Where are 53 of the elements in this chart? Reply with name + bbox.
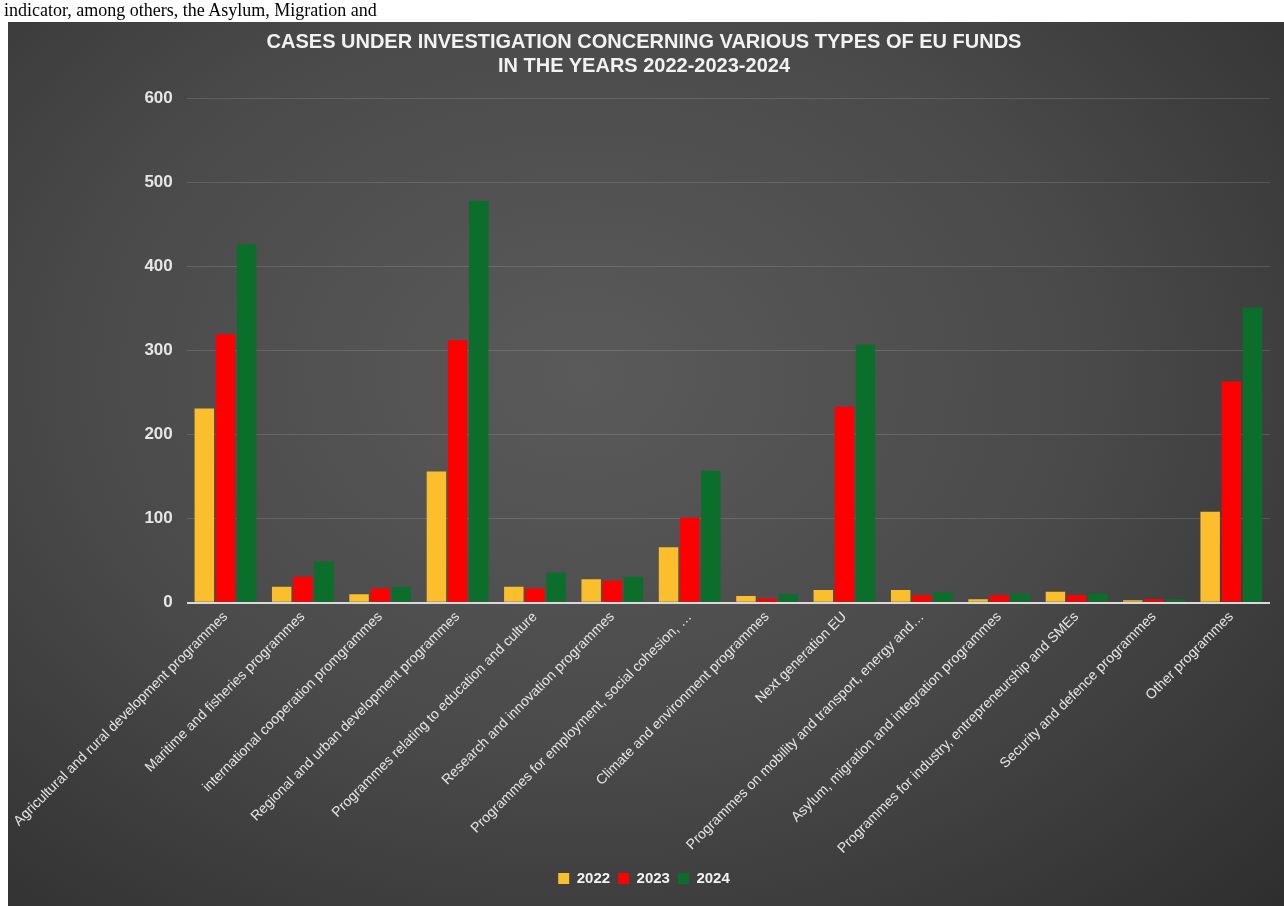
legend-label: 2024 [696, 868, 731, 886]
bar [215, 334, 236, 602]
bar [834, 406, 855, 602]
bar [736, 595, 756, 602]
bar [778, 594, 798, 602]
bar [1010, 593, 1031, 602]
bar [1242, 307, 1263, 602]
bar [370, 588, 390, 602]
bar [855, 344, 876, 602]
bar [447, 340, 468, 602]
legend-label: 2023 [636, 868, 670, 886]
bar [933, 592, 953, 602]
y-tick-label: 500 [144, 171, 173, 191]
bar [1066, 595, 1087, 602]
bar [349, 594, 369, 602]
bar [194, 408, 215, 602]
bar [314, 561, 334, 602]
bar [546, 572, 566, 602]
bar [581, 579, 601, 602]
bar [968, 599, 988, 602]
y-tick-label: 300 [144, 340, 173, 360]
bar [912, 595, 932, 602]
bar [293, 576, 313, 602]
legend-label: 2022 [576, 868, 611, 886]
bar [757, 598, 777, 602]
y-tick-label: 600 [144, 87, 173, 107]
bar [1144, 599, 1164, 602]
text: indicator, among others, the Asylum, Migration and [4, 0, 377, 20]
bar [813, 590, 834, 602]
bar [1200, 511, 1220, 602]
bar [525, 588, 545, 602]
y-tick-label: 400 [144, 255, 173, 275]
bar [890, 590, 911, 602]
bar [391, 586, 412, 602]
chart-title: CASES UNDER INVESTIGATION CONCERNING VARIOUS TYPES OF EU FUNDS IN THE YEARS 2022-2023-2024 [266, 29, 1022, 76]
bar [679, 517, 700, 602]
bar [504, 586, 524, 602]
bar [1165, 599, 1185, 602]
bar [236, 244, 257, 602]
bar [426, 471, 447, 602]
y-tick-label: 100 [144, 508, 173, 528]
bar [623, 576, 644, 602]
bar [658, 547, 679, 602]
y-tick-label: 0 [163, 592, 173, 612]
bar [271, 586, 292, 602]
y-tick-label: 200 [144, 424, 173, 444]
bar [1087, 593, 1108, 602]
bar [602, 580, 623, 602]
bar [1221, 381, 1242, 602]
bar [469, 200, 489, 602]
bar [701, 470, 721, 602]
bar [989, 595, 1009, 602]
bar [1045, 591, 1066, 602]
